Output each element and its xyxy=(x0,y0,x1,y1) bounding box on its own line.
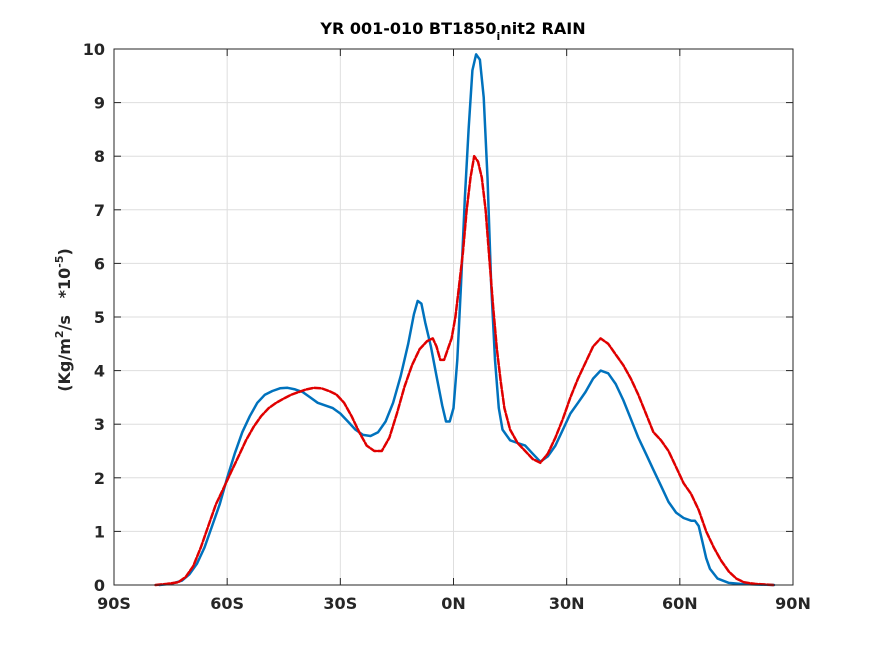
x-tick-label: 30N xyxy=(549,594,585,613)
y-tick-label: 3 xyxy=(94,415,105,434)
y-tick-label: 10 xyxy=(83,40,105,59)
axis-ticks: 90S 60S 30S 0N 30N 60N 90N 0 1 2 3 4 5 6 7 8 9 10 xyxy=(83,40,811,613)
series-line-1 xyxy=(158,53,776,587)
chart-title: YR 001-010 BT1850init2 RAIN xyxy=(319,19,585,43)
y-tick-label: 1 xyxy=(94,522,105,541)
x-tick-label: 90S xyxy=(97,594,131,613)
y-tick-label: 9 xyxy=(94,94,105,113)
y-tick-label: 4 xyxy=(94,362,105,381)
x-tick-label: 60S xyxy=(210,594,244,613)
y-tick-label: 6 xyxy=(94,254,105,273)
x-tick-label: 60N xyxy=(662,594,698,613)
y-tick-label: 5 xyxy=(94,308,105,327)
x-tick-label: 30S xyxy=(323,594,357,613)
x-tick-label: 90N xyxy=(775,594,811,613)
x-tick-label: 0N xyxy=(441,594,466,613)
y-axis-label: (Kg/m2/s *10-5) xyxy=(53,248,74,392)
y-tick-label: 8 xyxy=(94,147,105,166)
y-tick-label: 0 xyxy=(94,576,105,595)
series-line-2 xyxy=(154,154,776,587)
series-layer xyxy=(154,53,776,587)
y-tick-label: 7 xyxy=(94,201,105,220)
y-tick-label: 2 xyxy=(94,469,105,488)
